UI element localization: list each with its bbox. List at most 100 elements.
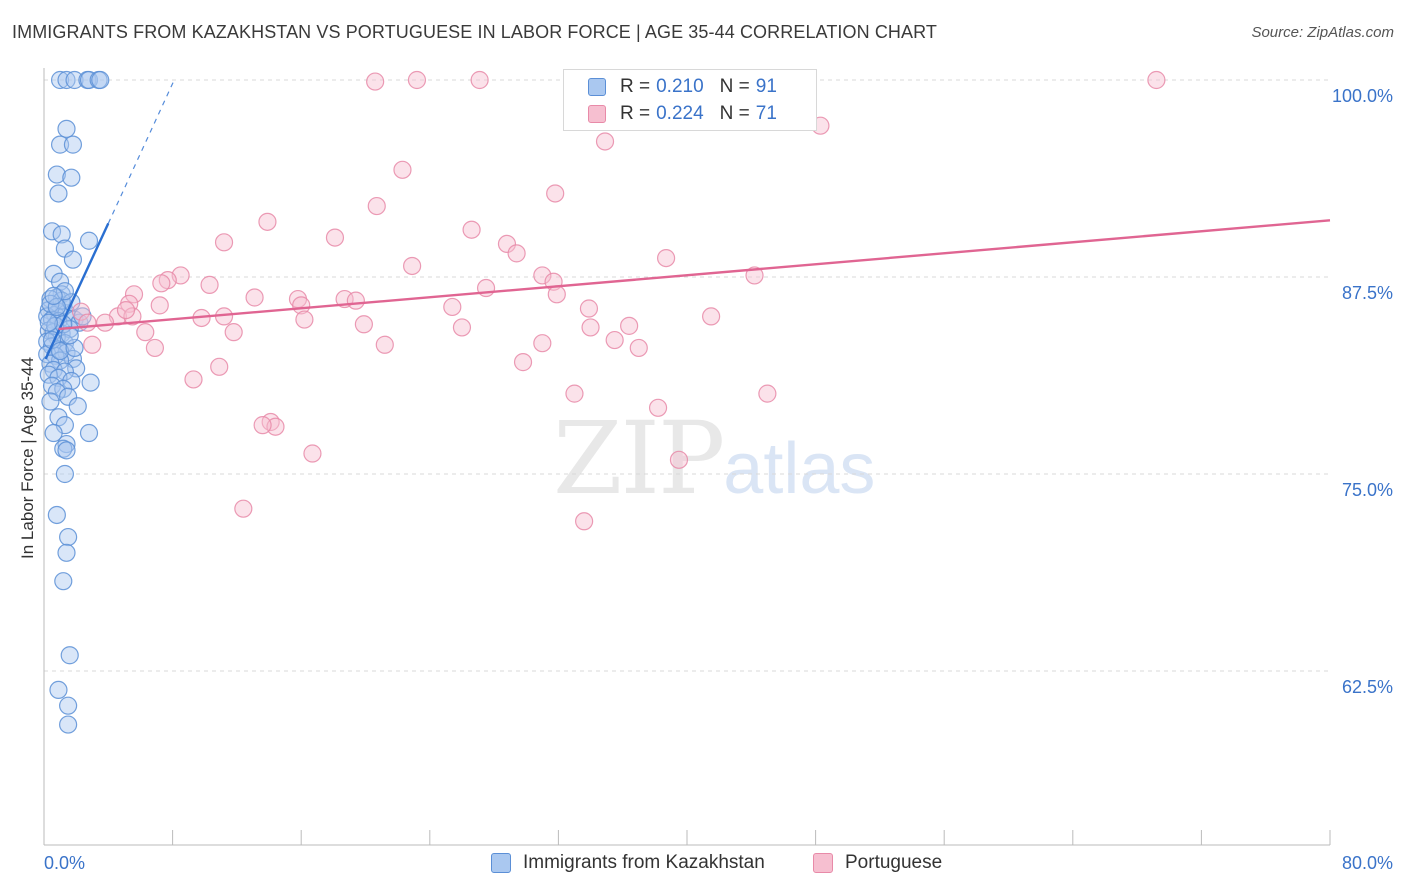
point-portuguese (145, 338, 165, 358)
point-kazakhstan (79, 423, 99, 443)
point-portuguese (497, 234, 517, 254)
r-value: 0.224 (656, 103, 704, 124)
point-kazakhstan (52, 225, 71, 244)
point-portuguese (629, 338, 648, 358)
point-portuguese (462, 220, 481, 239)
stats-legend-row-kazakhstan: R = 0.210 N = 91 (588, 76, 793, 98)
point-portuguese (152, 274, 171, 293)
point-portuguese (124, 285, 144, 304)
point-portuguese (403, 256, 422, 276)
r-label: R = (620, 76, 651, 97)
point-portuguese (620, 316, 639, 335)
point-portuguese (648, 398, 668, 417)
point-portuguese (95, 313, 115, 332)
point-portuguese (71, 302, 91, 321)
point-portuguese (565, 384, 584, 403)
n-label: N = (719, 103, 750, 124)
point-portuguese (210, 357, 229, 376)
point-portuguese (393, 160, 412, 179)
point-portuguese (258, 212, 277, 231)
n-value: 71 (755, 103, 777, 124)
point-kazakhstan (44, 286, 63, 306)
point-kazakhstan (50, 70, 70, 90)
point-portuguese (214, 233, 234, 252)
point-kazakhstan (79, 231, 99, 250)
point-portuguese (150, 296, 169, 315)
point-portuguese (136, 323, 155, 342)
point-portuguese (513, 353, 533, 372)
point-kazakhstan (44, 423, 63, 443)
point-portuguese (745, 266, 764, 285)
series-legend: Immigrants from Kazakhstan Portuguese (0, 852, 1406, 876)
stats-legend-row-portuguese: R = 0.224 N = 71 (588, 103, 793, 125)
point-portuguese (443, 297, 462, 317)
point-portuguese (325, 228, 345, 247)
point-kazakhstan (57, 119, 76, 138)
point-portuguese (303, 444, 322, 463)
r-value: 0.210 (656, 76, 704, 97)
point-portuguese (253, 416, 272, 435)
point-portuguese (605, 330, 624, 350)
trend-line-kazakhstan-extension (107, 79, 175, 224)
stats-legend: R = 0.210 N = 91 R = 0.224 N = 71 (563, 69, 817, 131)
point-portuguese (657, 248, 676, 268)
point-kazakhstan (59, 387, 78, 406)
point-portuguese (1147, 70, 1166, 90)
point-kazakhstan (55, 464, 74, 484)
point-portuguese (547, 285, 566, 304)
point-kazakhstan (62, 168, 81, 187)
point-portuguese (366, 72, 385, 91)
chart-title: IMMIGRANTS FROM KAZAKHSTAN VS PORTUGUESE… (12, 22, 937, 42)
legend-item-kazakhstan[interactable]: Immigrants from Kazakhstan (491, 852, 765, 874)
point-kazakhstan (59, 696, 78, 715)
point-portuguese (224, 323, 243, 342)
point-kazakhstan (47, 382, 66, 402)
point-kazakhstan (39, 313, 58, 332)
point-portuguese (533, 334, 552, 353)
point-kazakhstan (57, 543, 76, 562)
point-kazakhstan (42, 222, 62, 241)
point-portuguese (200, 275, 219, 294)
point-portuguese (234, 499, 253, 518)
point-kazakhstan (60, 326, 79, 345)
point-kazakhstan (47, 165, 66, 184)
point-portuguese (470, 70, 489, 90)
point-kazakhstan (59, 527, 78, 547)
legend-label: Portuguese (845, 852, 943, 873)
x-tick-label: 0.0% (44, 853, 85, 873)
legend-swatch-pink (588, 105, 606, 123)
y-tick-label: 100.0% (1332, 86, 1393, 106)
n-value: 91 (755, 76, 777, 97)
point-kazakhstan (60, 646, 79, 665)
point-portuguese (245, 288, 264, 307)
x-tick-label: 80.0% (1342, 853, 1393, 873)
r-label: R = (620, 103, 651, 124)
legend-item-portuguese[interactable]: Portuguese (813, 852, 942, 874)
point-portuguese (581, 318, 600, 337)
point-kazakhstan (41, 392, 60, 411)
point-portuguese (702, 307, 721, 326)
point-kazakhstan (50, 135, 70, 154)
y-tick-label: 87.5% (1342, 283, 1393, 303)
point-portuguese (533, 266, 552, 285)
point-portuguese (669, 450, 689, 469)
point-portuguese (595, 132, 615, 151)
point-portuguese (507, 244, 526, 263)
point-kazakhstan (68, 397, 87, 416)
watermark-atlas: atlas (723, 429, 876, 509)
point-portuguese (184, 370, 203, 389)
point-portuguese (407, 70, 427, 90)
point-portuguese (116, 300, 136, 320)
point-kazakhstan (91, 70, 110, 90)
point-kazakhstan (49, 184, 68, 203)
point-kazakhstan (63, 250, 83, 269)
point-kazakhstan (54, 572, 73, 591)
point-kazakhstan (65, 70, 84, 90)
point-kazakhstan (47, 505, 66, 525)
trend-line-kazakhstan (44, 222, 110, 360)
point-kazakhstan (57, 441, 76, 460)
point-portuguese (354, 315, 373, 334)
point-portuguese (375, 335, 394, 354)
point-portuguese (452, 318, 472, 337)
